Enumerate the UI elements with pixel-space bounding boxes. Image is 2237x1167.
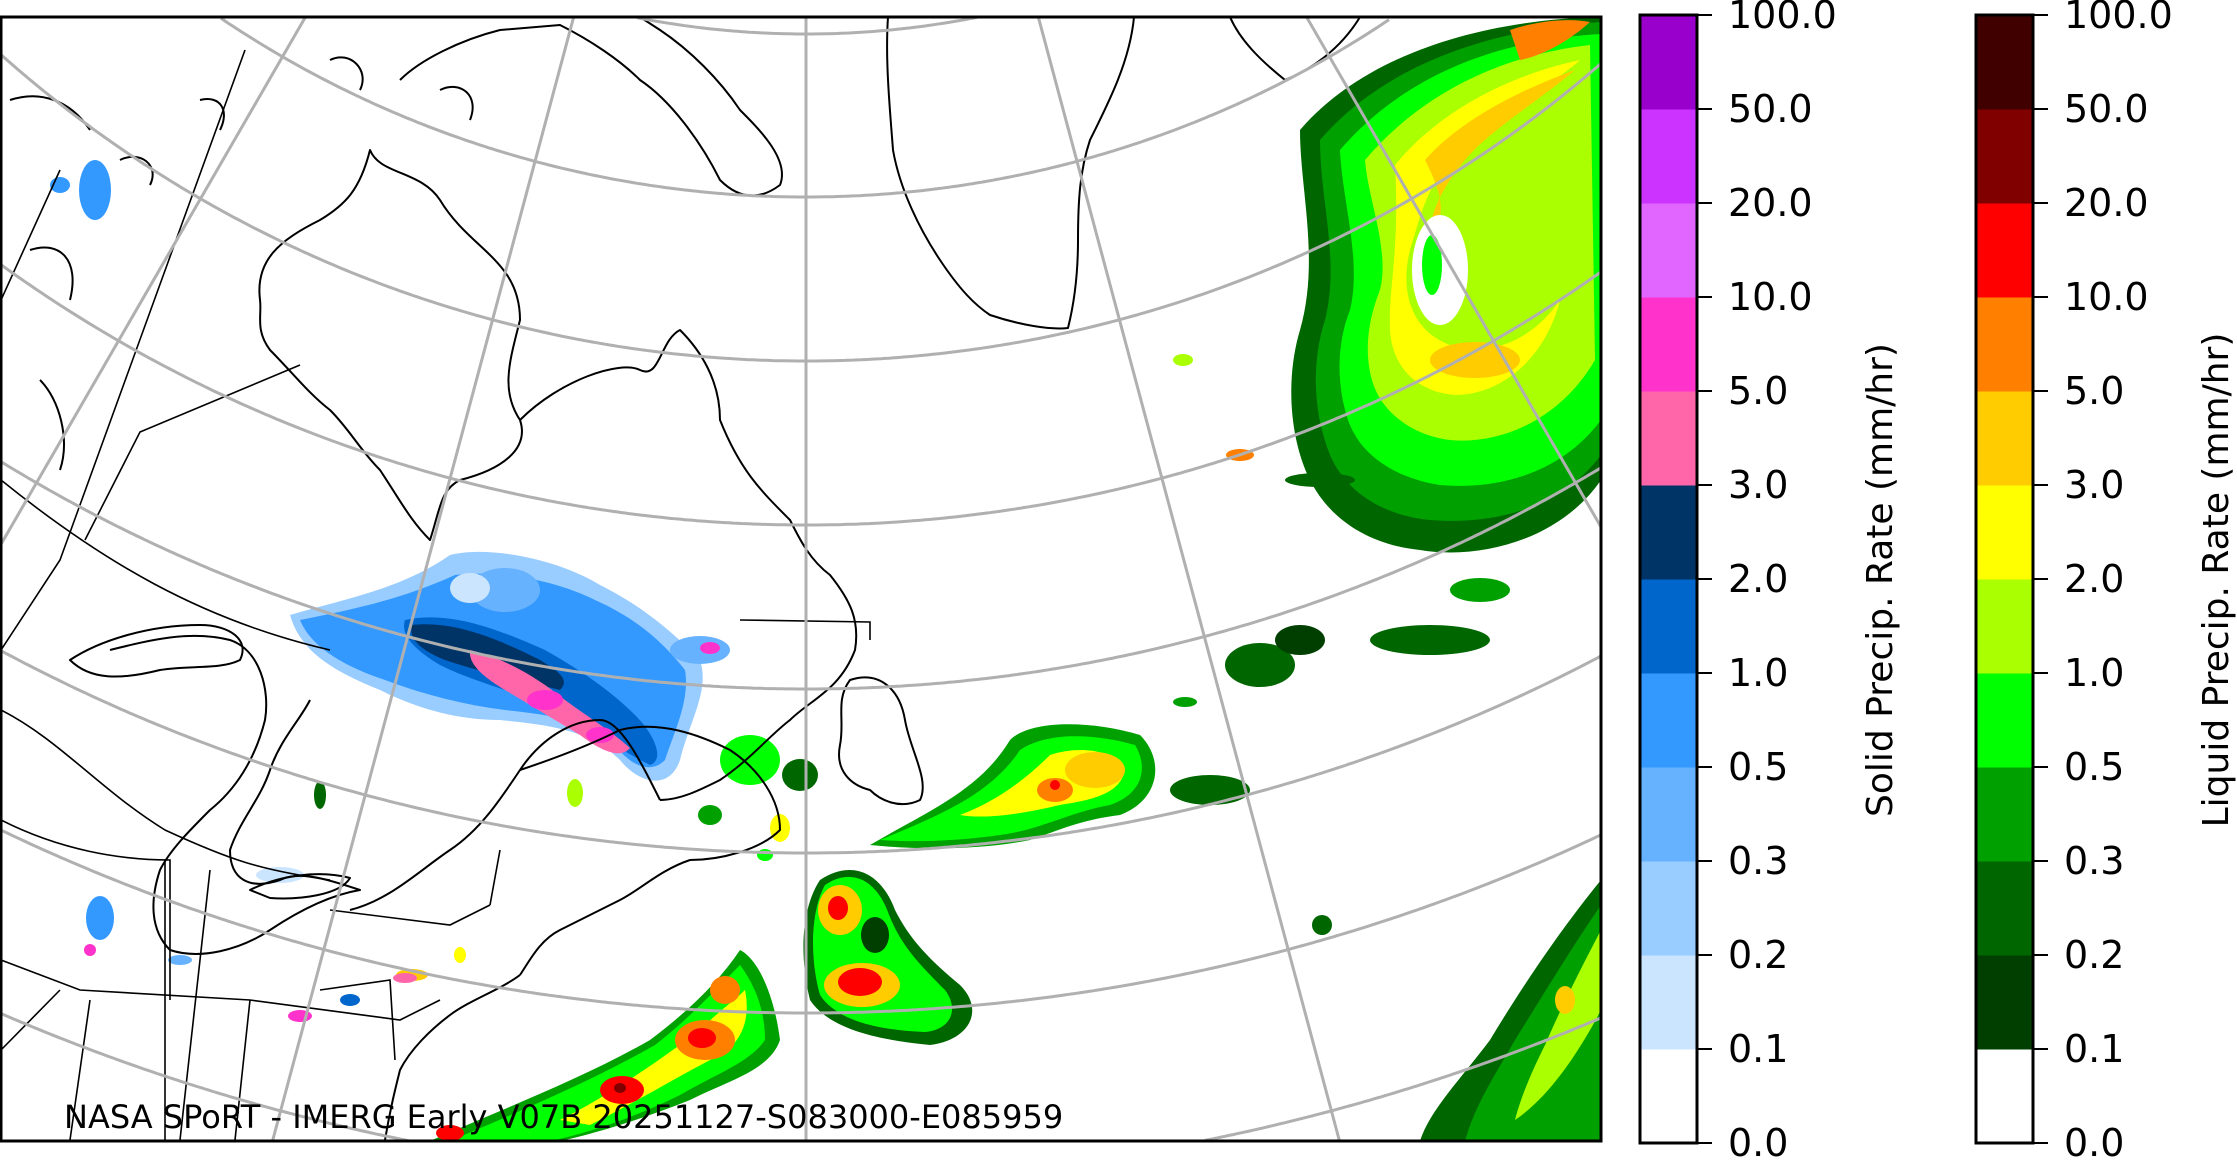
- colorbar-tick-label: 0.2: [1728, 933, 1788, 977]
- liquid-precip-layer: [314, 17, 1601, 1141]
- colorbar-tick-label: 1.0: [1728, 651, 1788, 695]
- colorbar-tick-label: 5.0: [1728, 369, 1788, 413]
- colorbar-bin: [1976, 1049, 2033, 1144]
- colorbar-tick-label: 20.0: [2064, 181, 2149, 225]
- colorbar-bin: [1976, 297, 2033, 392]
- maritimes-coast: [519, 725, 781, 976]
- meridian-line: [1036, 17, 1341, 1141]
- labrador-coast: [519, 329, 858, 801]
- southern-rain-cluster: [803, 870, 973, 1045]
- colorbar-tick-label: 100.0: [2064, 0, 2173, 37]
- solid-colorbar-title: Solid Precip. Rate (mm/hr): [1860, 343, 1901, 817]
- lake-ontario-coast: [249, 873, 351, 900]
- colorbar-bin: [1640, 579, 1697, 674]
- parallel-line: [1, 53, 1601, 363]
- colorbar-tick-label: 3.0: [1728, 463, 1788, 507]
- colorbar-bin: [1976, 203, 2033, 298]
- colorbar-tick-label: 50.0: [2064, 87, 2149, 131]
- colorbar-bin: [1640, 391, 1697, 486]
- colorbar-tick-label: 3.0: [2064, 463, 2124, 507]
- colorbar-bin: [1640, 673, 1697, 768]
- colorbar-bin: [1976, 861, 2033, 956]
- colorbar-bin: [1640, 485, 1697, 580]
- colorbar-bin: [1976, 955, 2033, 1050]
- colorbar-tick-label: 0.1: [2064, 1027, 2124, 1071]
- map-panel: NASA SPoRT - IMERG Early V07B 20251127-S…: [1, 17, 1601, 1141]
- colorbar-tick-label: 0.0: [1728, 1121, 1788, 1165]
- meridian-line: [1305, 17, 1601, 528]
- colorbar-tick-label: 0.5: [1728, 745, 1788, 789]
- scattered-rain-patches: [1173, 354, 1510, 935]
- colorbar-bin: [1976, 15, 2033, 110]
- colorbar-bin: [1640, 15, 1697, 110]
- colorbar-tick-label: 0.5: [2064, 745, 2124, 789]
- colorbar-tick-label: 0.3: [2064, 839, 2124, 883]
- parallel-line: [1204, 1016, 1601, 1141]
- frontal-rain-band: [720, 724, 1250, 849]
- map-caption: NASA SPoRT - IMERG Early V07B 20251127-S…: [64, 1098, 1063, 1136]
- us-east-coast: [384, 974, 521, 1141]
- lake-superior-coast: [69, 624, 244, 678]
- southeast-rain-area: [1420, 880, 1601, 1141]
- liquid-precip-colorbar: 0.0 0.1 0.2 0.3 0.5 1.0 2.0 3.0 5.0 10.0 20.0 50.0 1…: [1974, 0, 2173, 1165]
- colorbar-bin: [1976, 391, 2033, 486]
- meridian-line: [271, 17, 576, 1141]
- colorbar-tick-label: 0.1: [1728, 1027, 1788, 1071]
- cyclone-rain-area: [1291, 17, 1601, 553]
- colorbar-bin: [1976, 109, 2033, 204]
- liquid-colorbar-title: Liquid Precip. Rate (mm/hr): [2196, 333, 2237, 828]
- parallel-line: [1, 1012, 410, 1141]
- solid-precip-colorbar: 0.0 0.1 0.2 0.3 0.5 1.0 2.0 3.0 5.0 10.0 20.0 50.0 1…: [1638, 0, 1837, 1165]
- great-lakes-coast: [109, 634, 361, 955]
- colorbar-tick-label: 2.0: [1728, 557, 1788, 601]
- southwest-rain-band: [430, 950, 780, 1141]
- colorbar-tick-label: 0.0: [2064, 1121, 2124, 1165]
- parallel-line: [1, 263, 1601, 527]
- colorbar-tick-label: 50.0: [1728, 87, 1813, 131]
- colorbar-bin: [1640, 1049, 1697, 1144]
- colorbar-tick-label: 0.2: [2064, 933, 2124, 977]
- meridian-line: [1, 17, 307, 546]
- colorbar-tick-label: 0.3: [1728, 839, 1788, 883]
- colorbar-bin: [1640, 767, 1697, 862]
- hudson-bay-coast: [258, 149, 523, 541]
- colorbar-tick-label: 5.0: [2064, 369, 2124, 413]
- colorbar-bin: [1640, 955, 1697, 1050]
- graticule: [1, 17, 1601, 1141]
- parallel-line: [1, 828, 1601, 1015]
- colorbar-bin: [1640, 203, 1697, 298]
- political-borders: [1, 49, 871, 1141]
- colorbar-tick-label: 100.0: [1728, 0, 1837, 37]
- colorbar-bin: [1976, 485, 2033, 580]
- newfoundland-coast: [838, 676, 924, 806]
- colorbar-bin: [1640, 861, 1697, 956]
- colorbar-tick-label: 10.0: [2064, 275, 2149, 319]
- colorbar-bin: [1976, 673, 2033, 768]
- colorbar-tick-label: 20.0: [1728, 181, 1813, 225]
- colorbar-tick-label: 1.0: [2064, 651, 2124, 695]
- greenland-coast: [886, 17, 1135, 330]
- colorbar-bin: [1976, 579, 2033, 674]
- colorbar-tick-label: 2.0: [2064, 557, 2124, 601]
- solid-precip-layer: [50, 160, 730, 1022]
- colorbar-bin: [1976, 767, 2033, 862]
- baffin-coast: [399, 17, 783, 197]
- colorbar-bin: [1640, 297, 1697, 392]
- parallel-line: [1, 649, 1601, 855]
- parallel-line: [1, 460, 1601, 691]
- map-frame: [0, 15, 1603, 1143]
- colorbar-bin: [1640, 109, 1697, 204]
- colorbar-tick-label: 10.0: [1728, 275, 1813, 319]
